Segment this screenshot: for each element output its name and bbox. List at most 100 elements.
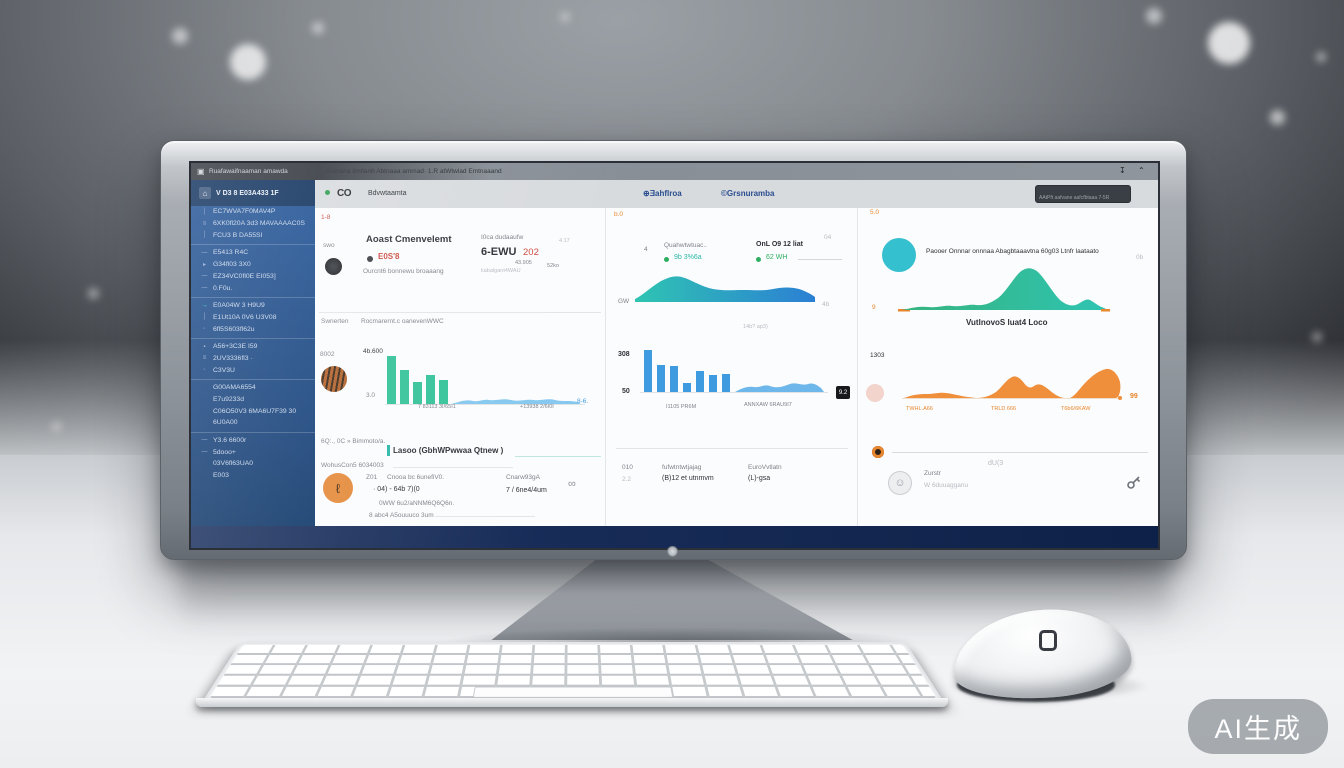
sidebar-item-icon: ▸ [202, 262, 206, 269]
metric-small-label: swo [323, 242, 335, 249]
sidebar-item[interactable]: → E0A04W 3 H9U9 [191, 297, 315, 311]
right-block-value: 7 / 6ne4/4um [506, 487, 547, 494]
avatar [321, 366, 347, 392]
sidebar-item-label: EC7WVA7F0MAV4P [213, 208, 276, 216]
list-item-text: 8 abc4 A5ouuuco 3um [369, 512, 434, 519]
key-icon[interactable] [1126, 474, 1142, 490]
sidebar-item-label: E1Ut10A 0V6 U3V08 [213, 313, 277, 321]
status-dot-icon [664, 257, 669, 262]
sidebar-item[interactable]: 03V6fl63UA0 [191, 458, 315, 470]
panel-mark: 5.0 [870, 209, 880, 216]
list-item-text: 0WW 6u2/aNNM6Q6Q6n. [379, 500, 455, 507]
orange-badge-icon [872, 446, 884, 458]
sidebar-item-icon: — [201, 249, 208, 256]
sidebar-item-icon: — [201, 285, 208, 292]
app-logo[interactable]: CO [337, 188, 352, 199]
sidebar-item[interactable]: ◦ C3V3U [191, 364, 315, 376]
chart-right-label: 4b [822, 301, 830, 308]
tiny-label: 4 [644, 246, 648, 253]
faint-label: 04 [824, 234, 832, 241]
search-input[interactable] [1036, 192, 1130, 201]
user-name: Zurstr [924, 470, 941, 477]
nav-link[interactable]: ⊕Ǝahflroa [643, 189, 682, 198]
bokeh-dot [1146, 8, 1162, 24]
screen-footer [191, 526, 1158, 548]
sidebar-item[interactable]: │ FCU3 B DA55SI [191, 230, 315, 242]
sidebar-item[interactable]: — 0.F0u. [191, 282, 315, 294]
sidebar-item[interactable]: 6U0A00 [191, 417, 315, 429]
bokeh-dot [312, 22, 324, 34]
nav-link[interactable]: ©Grsnuramba [721, 189, 774, 198]
sidebar-item-label: 6U0A00 [213, 419, 238, 427]
search-input-box[interactable] [1035, 185, 1131, 203]
metric-label: Quahwtwtuac.. [664, 242, 707, 249]
bokeh-dot [88, 288, 99, 299]
window-control-icon[interactable]: ↧ [1119, 166, 1126, 175]
metric-caption: kabalgant4WAU [481, 268, 521, 274]
sidebar-item-label: A56+3C3E I59 [213, 343, 258, 351]
sidebar-item-icon: ◦ [203, 367, 206, 374]
chart-top-label: 1303 [870, 352, 885, 359]
sidebar-item[interactable]: C06O50V3 6MA6U7F39 30 [191, 405, 315, 417]
sidebar-item-label: 6XK0fl20A 3d3 MAVAAAAC0S [213, 220, 305, 228]
list-item-code: Z01 [366, 474, 378, 481]
window-control-icon[interactable]: ⌃ [1138, 166, 1145, 175]
sidebar-item[interactable]: E003 [191, 470, 315, 482]
sidebar-item-label: 0.F0u. [213, 284, 233, 292]
metric-value-red: 202 [523, 247, 539, 258]
infinity-icon: ∞ [568, 478, 576, 490]
stat-value: 2.2 [622, 476, 632, 483]
globe-icon: ⊕ [643, 189, 650, 198]
bokeh-dot [1312, 332, 1322, 342]
sidebar-item[interactable]: │ EC7WVA7F0MAV4P [191, 206, 315, 218]
sidebar-item-label: 2UV3336fl3 · [213, 354, 253, 362]
stat-label: EuroVvtlatn [748, 464, 782, 471]
sidebar-item[interactable]: — E5413 R4C [191, 244, 315, 258]
chart-x-label: I1105 PR6M [666, 404, 697, 410]
black-dot-avatar [325, 258, 342, 275]
spacebar-key [472, 686, 674, 698]
dashboard-main: 1-8 swo Aoast Cmenvelemt E0S'8 Ourcnt6 b… [315, 208, 1158, 526]
sidebar-item-icon: — [201, 273, 208, 280]
section2-title: Lasoo (GbhWPwwaa Qtnew ) [393, 446, 504, 455]
chart-badge: 9.2 [836, 386, 850, 399]
user-avatar: ☺ [888, 471, 912, 495]
faint-label: 0b [1136, 254, 1144, 261]
sidebar-item[interactable]: ▪ A56+3C3E I59 [191, 338, 315, 352]
metric-note: 4.17 [559, 238, 570, 244]
pink-circle-icon [866, 384, 884, 402]
sidebar-item[interactable]: — Y3.6 6600r [191, 431, 315, 446]
right-block-label: Cnarw93gA [506, 474, 540, 481]
sidebar-item[interactable]: ≡ 2UV3336fl3 · [191, 352, 315, 364]
panel-mark: 1-8 [321, 214, 331, 221]
sidebar-item-icon: — [201, 437, 208, 444]
sidebar-item[interactable]: │ E1Ut10A 0V6 U3V08 [191, 311, 315, 323]
sidebar-item-label: EZ34VC0fl0E EI053] [213, 272, 276, 280]
sidebar-item[interactable]: ▸ G34fl03 3X0 [191, 259, 315, 271]
sidebar-item[interactable]: G00AMA6554 [191, 378, 315, 393]
monitor: ▣ Ruafawaifnaaman amawda Aranana limtlan… [160, 140, 1187, 560]
keyboard [202, 642, 944, 702]
chart-x-label: T6b6/6KAW [1061, 406, 1091, 412]
sidebar-item-label: E0A04W 3 H9U9 [213, 302, 265, 310]
status-dot-icon [756, 257, 761, 262]
sidebar-item[interactable]: ◦ 6fl5S603fl62u [191, 323, 315, 335]
toolbar-menu-label[interactable]: Bdvwtaamta [368, 190, 407, 197]
chart-x-label: ANNXAW 6RAU9I7 [744, 402, 792, 408]
chart-x-label: TRLD 666 [991, 406, 1017, 412]
sidebar-item[interactable]: — EZ34VC0fl0E EI053] [191, 271, 315, 283]
chart-left-label: 9 [872, 304, 876, 311]
mouse [950, 603, 1134, 705]
chart-left-label: GW [618, 298, 630, 305]
sidebar-item[interactable]: ≡ 6XK0fl20A 3d3 MAVAAAAC0S [191, 218, 315, 230]
chart-x-label: TWHL.A66 [906, 406, 933, 412]
gradient-area-chart-svg [635, 276, 815, 302]
faint-center-label: dU(3 [988, 460, 1004, 467]
bokeh-dot [230, 44, 266, 80]
sidebar-item-label: G34fl03 3X0 [213, 261, 251, 269]
sidebar-item-label: G00AMA6554 [213, 383, 256, 391]
watermark-badge: AI生成 [1188, 699, 1328, 754]
sidebar-item[interactable]: E7u9233d [191, 393, 315, 405]
sidebar-header: ⌂ V D3 8 E03A433 1F [191, 180, 315, 206]
sidebar-item[interactable]: — 5dooo+ [191, 446, 315, 458]
